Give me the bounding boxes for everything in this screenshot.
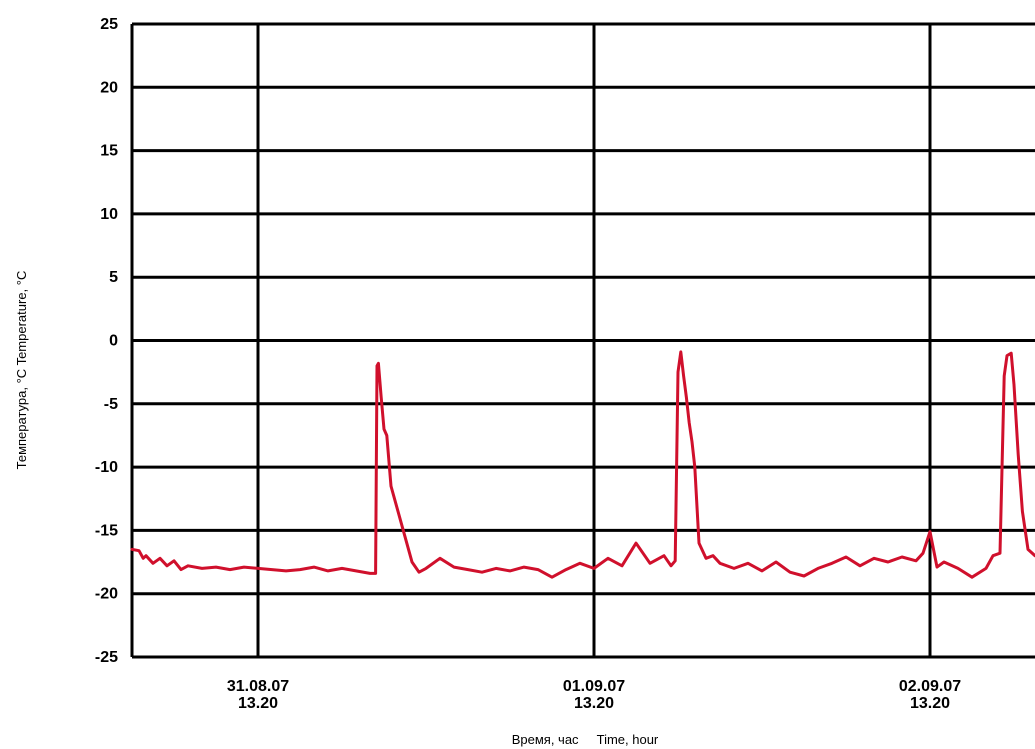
x-tick-time: 13.20 [574,695,614,712]
x-tick-date: 01.09.07 [563,678,625,695]
y-tick-label: -15 [95,522,118,539]
y-tick-label: -10 [95,459,118,476]
grid-lines [130,22,1035,659]
y-tick-label: -20 [95,586,118,603]
y-tick-label: 20 [100,79,118,96]
x-axis-title: Время, час Time, hour [512,732,659,747]
y-tick-label: -25 [95,649,118,666]
y-tick-label: 25 [100,16,118,33]
x-tick-date: 02.09.07 [899,678,961,695]
y-tick-label: 0 [109,333,118,350]
x-tick-time: 13.20 [238,695,278,712]
x-tick-date: 31.08.07 [227,678,289,695]
y-tick-label: 10 [100,206,118,223]
y-tick-label: 15 [100,143,118,160]
y-tick-label: -5 [104,396,118,413]
y-axis-title: Температура, °C Temperature, °C [14,271,29,470]
y-tick-labels: 25 20 15 10 5 0 -5 -10 -15 -20 -25 [95,16,118,666]
temperature-series-line [130,350,1035,579]
x-tick-time: 13.20 [910,695,950,712]
y-tick-label: 5 [109,269,118,286]
